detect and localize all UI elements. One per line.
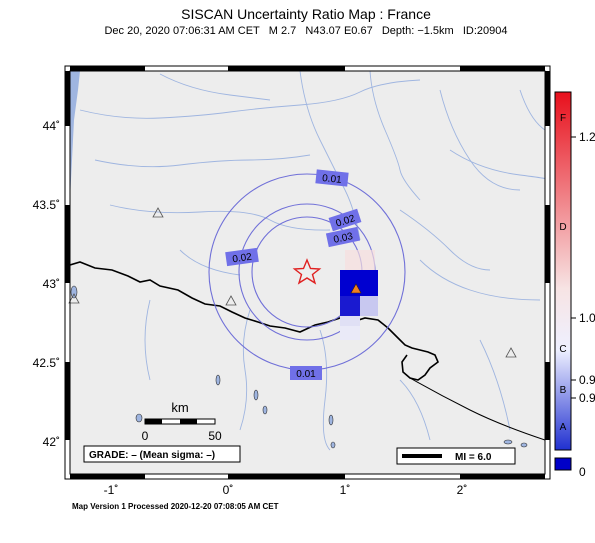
scale-max: 50 [208,429,222,443]
scale-min: 0 [142,429,149,443]
station-markers [68,207,517,358]
lat-label: 44˚ [43,119,60,133]
map-frame [64,65,551,480]
coast-line [409,377,545,441]
scale-bar: km 0 50 [142,400,222,443]
contour-label: 0.03 [333,231,355,246]
lat-label: 43.5˚ [33,198,60,212]
lon-label: 0˚ [223,483,234,497]
grade-letter: D [559,222,566,233]
sea-area [70,71,80,200]
lat-label: 42.5˚ [33,356,60,370]
colorbar-value: 1.0 [579,311,595,325]
colorbar-gradient [554,91,572,451]
latitude-labels: 44˚ 43.5˚ 43˚ 42.5˚ 42˚ [33,119,60,449]
contour-label: 0.01 [296,369,316,380]
lon-label: 2˚ [457,483,468,497]
ratio-cells [340,250,378,340]
land-background [70,71,545,474]
contour-label: 0.02 [232,252,253,266]
mi-box: MI = 6.0 [396,447,516,465]
grade-box: GRADE: – (Mean sigma: –) [83,445,241,463]
map-title: SISCAN Uncertainty Ratio Map : France [181,6,431,22]
processing-footer: Map Version 1 Processed 2020-12-20 07:08… [72,502,279,511]
colorbar-letters: F D C B A [559,113,566,433]
lat-label: 43˚ [43,277,60,291]
station-icon [505,347,517,358]
colorbar-value: 0.9 [579,391,595,405]
grade-letter: C [559,344,566,355]
grade-letter: B [560,385,567,396]
colorbar: F D C B A 1.2 1.0 0.9 0.9 0 [554,91,595,479]
grade-letter: F [560,113,566,124]
country-border [70,261,439,381]
grade-text: GRADE: – (Mean sigma: –) [89,450,215,461]
colorbar-value: 0 [579,465,586,479]
colorbar-value: 1.2 [579,130,595,144]
triggered-station-icon [350,283,362,294]
station-icon [68,293,80,304]
colorbar-values: 1.2 1.0 0.9 0.9 0 [571,130,595,479]
scale-unit: km [171,400,188,415]
grade-letter: A [560,422,567,433]
longitude-labels: -1˚ 0˚ 1˚ 2˚ [104,483,468,497]
station-icon [152,207,164,218]
colorbar-value: 0.9 [579,373,595,387]
epicenter-star-icon [292,258,322,285]
station-icon [225,295,237,306]
event-subtitle: Dec 20, 2020 07:06:31 AM CET M 2.7 N43.0… [104,25,508,37]
lakes [70,285,528,449]
lon-label: 1˚ [340,483,351,497]
colorbar-null-swatch [554,457,572,471]
lat-label: 42˚ [43,435,60,449]
contour-label: 0.01 [322,173,343,186]
lon-label: -1˚ [104,483,119,497]
mi-text: MI = 6.0 [455,452,492,463]
